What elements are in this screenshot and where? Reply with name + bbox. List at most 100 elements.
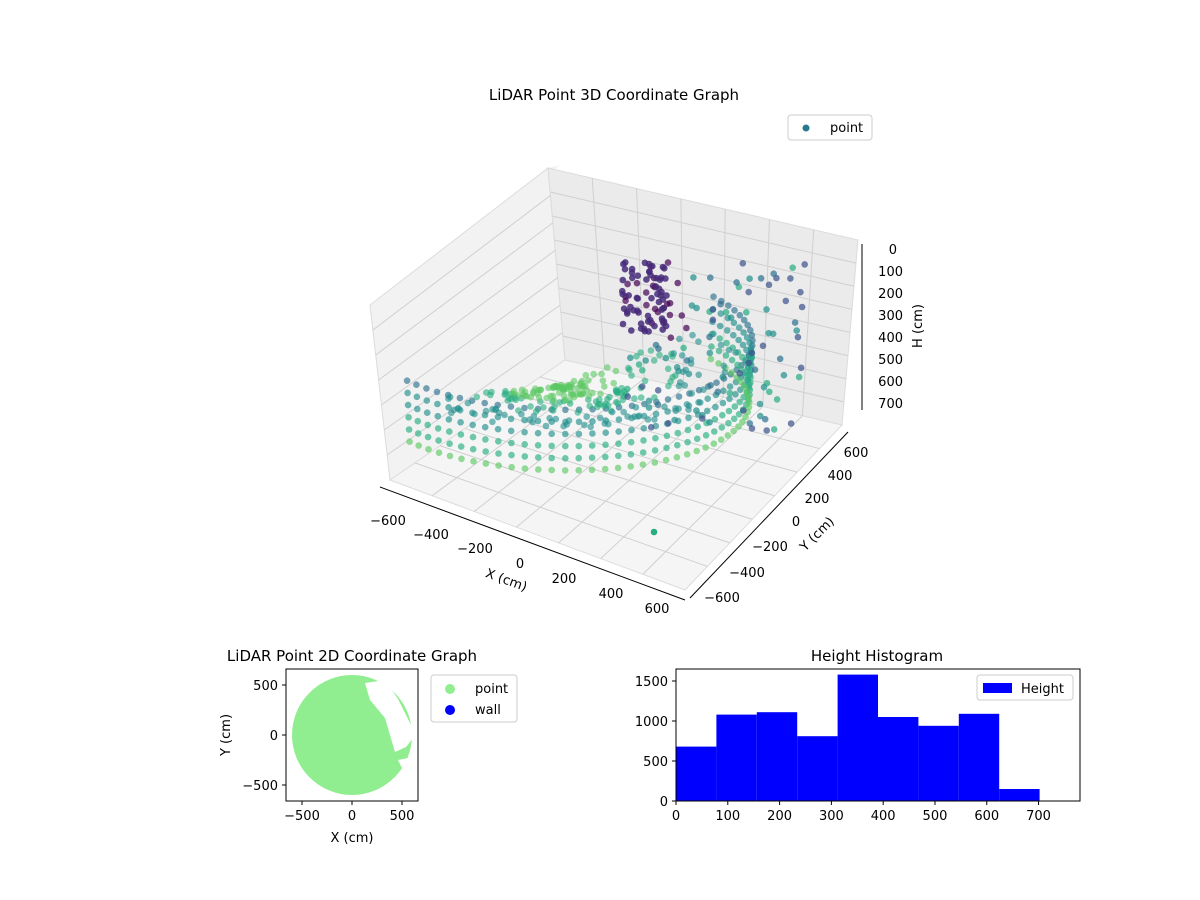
point-3d: [732, 391, 739, 398]
point-3d: [423, 397, 431, 404]
point-3d: [469, 433, 477, 441]
point-3d: [445, 416, 453, 423]
point-3d: [740, 329, 747, 336]
point-3d: [766, 388, 773, 396]
point-3d: [717, 300, 724, 308]
point-3d: [663, 432, 671, 440]
point-3d: [575, 467, 582, 474]
point-3d: [710, 293, 717, 301]
point-3d: [602, 453, 609, 461]
point-3d: [495, 438, 502, 445]
point-3d: [712, 403, 719, 411]
histogram-y-ticks: 0 500 1000 1500: [635, 675, 676, 810]
point-3d: [652, 341, 660, 349]
point-3d: [535, 466, 542, 473]
y-tick-label: 200: [805, 492, 830, 507]
point-3d: [624, 280, 631, 288]
point-3d: [770, 270, 777, 278]
point-3d: [405, 414, 412, 421]
point-3d: [521, 465, 529, 472]
y-tick-label: 1000: [635, 715, 668, 730]
point-3d: [707, 274, 714, 282]
histogram-bar: [878, 717, 919, 801]
point-3d: [626, 366, 633, 374]
point-3d: [602, 441, 609, 449]
point-3d: [651, 305, 659, 313]
point-3d: [615, 440, 622, 448]
point-3d: [435, 437, 442, 444]
point-3d: [636, 412, 643, 420]
point-3d: [744, 376, 751, 384]
point-3d: [574, 385, 582, 392]
point-3d: [723, 327, 731, 334]
point-3d: [641, 400, 648, 408]
point-3d: [795, 373, 803, 381]
point-3d: [582, 371, 590, 379]
point-3d: [495, 462, 502, 469]
x-tick-label: 0: [348, 809, 356, 824]
point-3d: [633, 279, 641, 287]
point-3d: [709, 306, 717, 313]
point-3d: [725, 346, 733, 354]
point-3d: [424, 433, 432, 441]
point-3d: [717, 341, 725, 349]
point-3d: [508, 451, 515, 459]
point-3d: [676, 335, 683, 343]
point-3d: [562, 396, 569, 404]
point-3d: [747, 326, 754, 334]
chart-3d: LiDAR Point 3D Coordinate Graph −600 −40…: [369, 86, 926, 617]
point-3d: [589, 418, 596, 425]
y-tick-label: 600: [844, 446, 869, 461]
point-3d: [413, 381, 420, 389]
point-3d: [684, 426, 692, 434]
point-3d: [627, 438, 635, 446]
point-3d: [730, 427, 737, 435]
point-3d: [508, 463, 515, 471]
point-3d: [540, 404, 547, 411]
point-3d: [685, 370, 693, 378]
point-3d: [743, 388, 751, 396]
point-3d: [714, 388, 722, 396]
y-tick-label: 0: [792, 515, 800, 530]
point-3d: [713, 379, 720, 387]
point-3d: [793, 327, 800, 334]
point-3d: [759, 342, 767, 350]
point-3d: [664, 259, 672, 266]
legend-marker-wall: [445, 705, 455, 715]
chart-3d-title: LiDAR Point 3D Coordinate Graph: [489, 86, 739, 104]
point-3d: [736, 370, 743, 377]
point-3d: [588, 454, 596, 462]
y-tick-label: 0: [660, 795, 668, 810]
point-3d: [464, 399, 472, 407]
point-3d: [667, 378, 674, 385]
histogram-x-ticks: 0 100 200 300 400 500 600 700: [672, 801, 1051, 824]
x-axis-line: [379, 486, 686, 601]
point-3d: [745, 359, 752, 367]
y-tick-label: −600: [704, 591, 740, 606]
legend-swatch-height: [983, 683, 1012, 693]
x-tick-label: 200: [552, 572, 577, 587]
point-3d: [650, 357, 658, 364]
x-tick-label: 500: [923, 809, 948, 824]
point-3d: [763, 427, 770, 434]
point-3d: [562, 455, 569, 462]
legend-marker-point: [445, 684, 455, 694]
point-3d: [666, 311, 674, 319]
legend-label-wall: wall: [475, 703, 501, 718]
point-3d: [470, 458, 477, 465]
point-3d: [717, 436, 725, 444]
point-3d: [575, 454, 582, 462]
point-3d: [743, 334, 751, 341]
histogram-bar: [958, 713, 1000, 801]
point-3d: [424, 421, 432, 429]
point-3d: [620, 260, 627, 268]
grid-line: [554, 239, 853, 310]
point-3d: [702, 444, 709, 451]
point-3d: [628, 327, 635, 334]
point-3d: [534, 454, 542, 461]
point-3d: [683, 451, 691, 458]
point-3d-outlier: [650, 528, 658, 536]
legend-label-point: point: [475, 682, 508, 697]
grid-line: [514, 393, 798, 473]
point-3d: [711, 416, 719, 423]
